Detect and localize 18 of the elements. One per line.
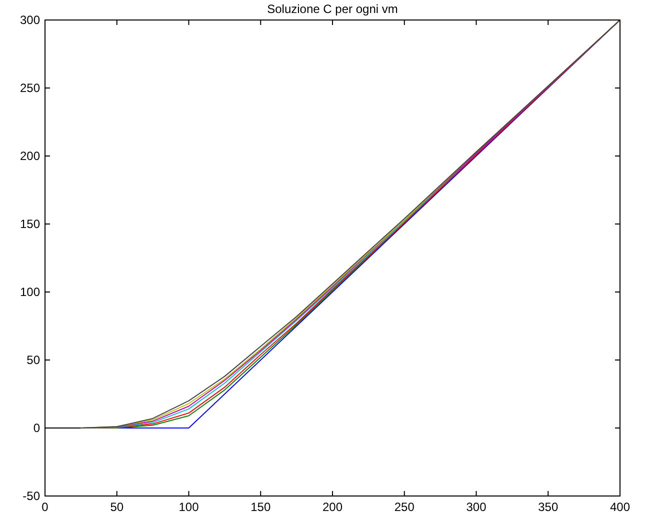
chart-title: Soluzione C per ogni vm	[267, 2, 398, 16]
x-tick-label: 100	[178, 500, 200, 514]
x-tick-label: 150	[250, 500, 271, 514]
x-tick-label: 50	[110, 500, 124, 514]
x-tick-label: 0	[42, 500, 49, 514]
y-tick-label: 50	[26, 353, 40, 367]
x-tick-label: 350	[538, 500, 558, 514]
y-tick-label: 150	[20, 217, 40, 231]
x-tick-label: 200	[322, 500, 343, 514]
y-tick-label: 250	[20, 81, 40, 95]
y-tick-label: 100	[20, 285, 40, 299]
y-tick-label: 0	[33, 421, 40, 435]
x-tick-label: 300	[466, 500, 487, 514]
y-tick-label: 200	[20, 149, 40, 163]
x-tick-label: 400	[610, 500, 630, 514]
x-tick-label: 250	[394, 500, 415, 514]
y-tick-label: -50	[22, 489, 40, 503]
y-tick-label: 300	[20, 13, 40, 27]
